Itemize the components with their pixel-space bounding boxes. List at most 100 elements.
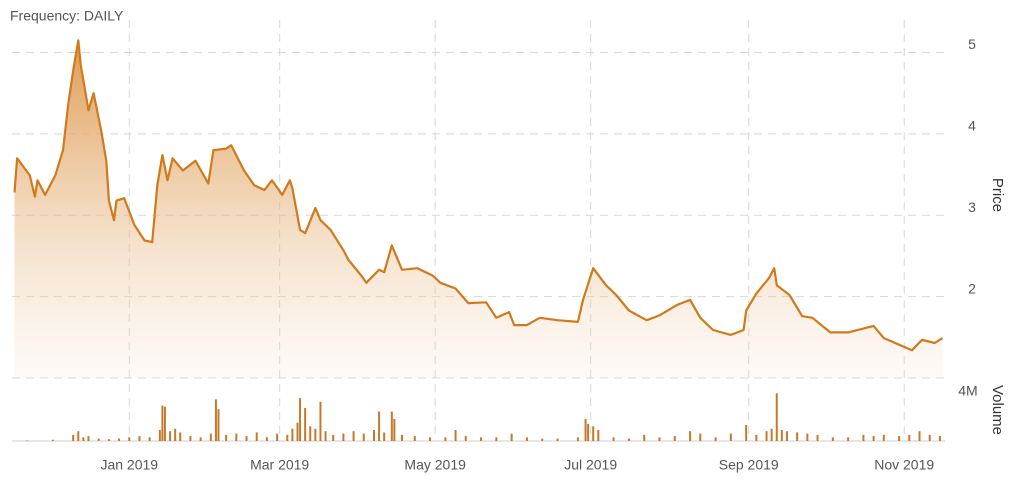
volume-bar <box>309 426 312 441</box>
x-tick-label: Nov 2019 <box>874 457 934 473</box>
volume-bar <box>286 434 289 441</box>
volume-bar <box>276 433 279 441</box>
volume-bar <box>775 393 778 441</box>
volume-bar <box>699 433 702 441</box>
volume-bar <box>780 429 783 441</box>
volume-bar <box>806 433 809 441</box>
volume-bar <box>592 426 595 441</box>
volume-bar <box>332 434 335 441</box>
volume-bar <box>199 437 202 441</box>
volume-bar <box>319 401 322 441</box>
volume-bar <box>882 434 885 441</box>
volume-bar <box>872 436 875 441</box>
volume-bar <box>255 432 258 441</box>
volume-bar <box>291 428 294 441</box>
volume-bar <box>161 405 164 441</box>
volume-bar <box>314 428 317 441</box>
volume-bar <box>128 437 131 441</box>
frequency-label: Frequency: DAILY <box>10 8 124 24</box>
y-tick-label: 2 <box>968 280 976 296</box>
volume-bar <box>97 438 100 441</box>
volume-bar <box>612 437 615 441</box>
volume-bar <box>118 438 121 441</box>
volume-bar <box>209 433 212 441</box>
volume-bar <box>584 418 587 441</box>
volume-bar <box>597 429 600 441</box>
volume-bar <box>214 399 217 441</box>
volume-bar <box>689 431 692 441</box>
volume-bar <box>918 431 921 441</box>
y-tick-label: 5 <box>968 36 976 52</box>
volume-bar <box>510 433 513 441</box>
volume-bar <box>26 440 29 441</box>
volume-bar <box>342 433 345 441</box>
volume-bar <box>390 411 393 441</box>
volume-bar <box>480 437 483 441</box>
volume-bar <box>862 434 865 441</box>
volume-bar <box>785 431 788 441</box>
x-tick-label: Jan 2019 <box>100 457 158 473</box>
volume-bar <box>265 437 268 441</box>
volume-bar <box>729 433 732 441</box>
volume-bar <box>495 437 498 441</box>
volume-bar <box>72 434 75 441</box>
volume-bar <box>148 437 151 441</box>
volume-bar <box>831 437 834 441</box>
volume-bar <box>541 438 544 441</box>
volume-bar <box>847 437 850 441</box>
y-tick-label: 4 <box>968 118 976 134</box>
volume-bar <box>765 431 768 441</box>
volume-bar <box>673 436 676 441</box>
x-tick-label: Mar 2019 <box>250 457 309 473</box>
volume-bar <box>755 434 758 441</box>
volume-bar <box>299 398 302 441</box>
volume-bar <box>938 436 941 441</box>
volume-bar <box>225 434 228 441</box>
volume-bar <box>770 428 773 441</box>
volume-bar <box>556 438 559 441</box>
y-tick-label: 3 <box>968 199 976 215</box>
volume-bar <box>413 436 416 441</box>
price-axis-title: Price <box>989 178 1006 212</box>
volume-bar <box>464 436 467 441</box>
volume-bar <box>816 434 819 441</box>
x-tick-label: May 2019 <box>404 457 466 473</box>
volume-bar <box>296 422 299 441</box>
y-tick-label: 4M <box>958 383 977 399</box>
volume-bar <box>324 431 327 441</box>
volume-bar <box>525 437 528 441</box>
volume-bar <box>158 429 161 441</box>
volume-bar <box>658 437 661 441</box>
volume-bar <box>796 432 799 441</box>
volume-bar <box>235 433 238 441</box>
volume-bar <box>82 437 85 441</box>
volume-bar <box>352 431 355 441</box>
volume-bar <box>393 418 396 441</box>
volume-bar <box>51 439 54 441</box>
volume-bar <box>745 425 748 441</box>
volume-bar <box>304 407 307 441</box>
volume-bar <box>429 437 432 441</box>
volume-bar <box>454 429 457 441</box>
volume-bar <box>908 434 911 441</box>
volume-axis-title: Volume <box>989 385 1006 435</box>
volume-bar <box>444 437 447 441</box>
volume-bar <box>401 434 404 441</box>
volume-bar <box>138 436 141 441</box>
x-tick-label: Jul 2019 <box>564 457 617 473</box>
price-line <box>13 39 944 352</box>
volume-bar <box>587 423 590 441</box>
volume-bar <box>627 438 630 441</box>
volume-bar <box>378 411 381 441</box>
volume-bar <box>362 433 365 441</box>
volume-bar <box>107 439 110 441</box>
volume-bar <box>245 436 248 441</box>
volume-bar <box>898 436 901 441</box>
volume-bar <box>77 431 80 441</box>
volume-bar <box>714 437 717 441</box>
volume-bar <box>372 429 375 441</box>
price-area <box>14 40 943 379</box>
volume-bar <box>87 436 90 441</box>
volume-bar <box>163 406 166 441</box>
